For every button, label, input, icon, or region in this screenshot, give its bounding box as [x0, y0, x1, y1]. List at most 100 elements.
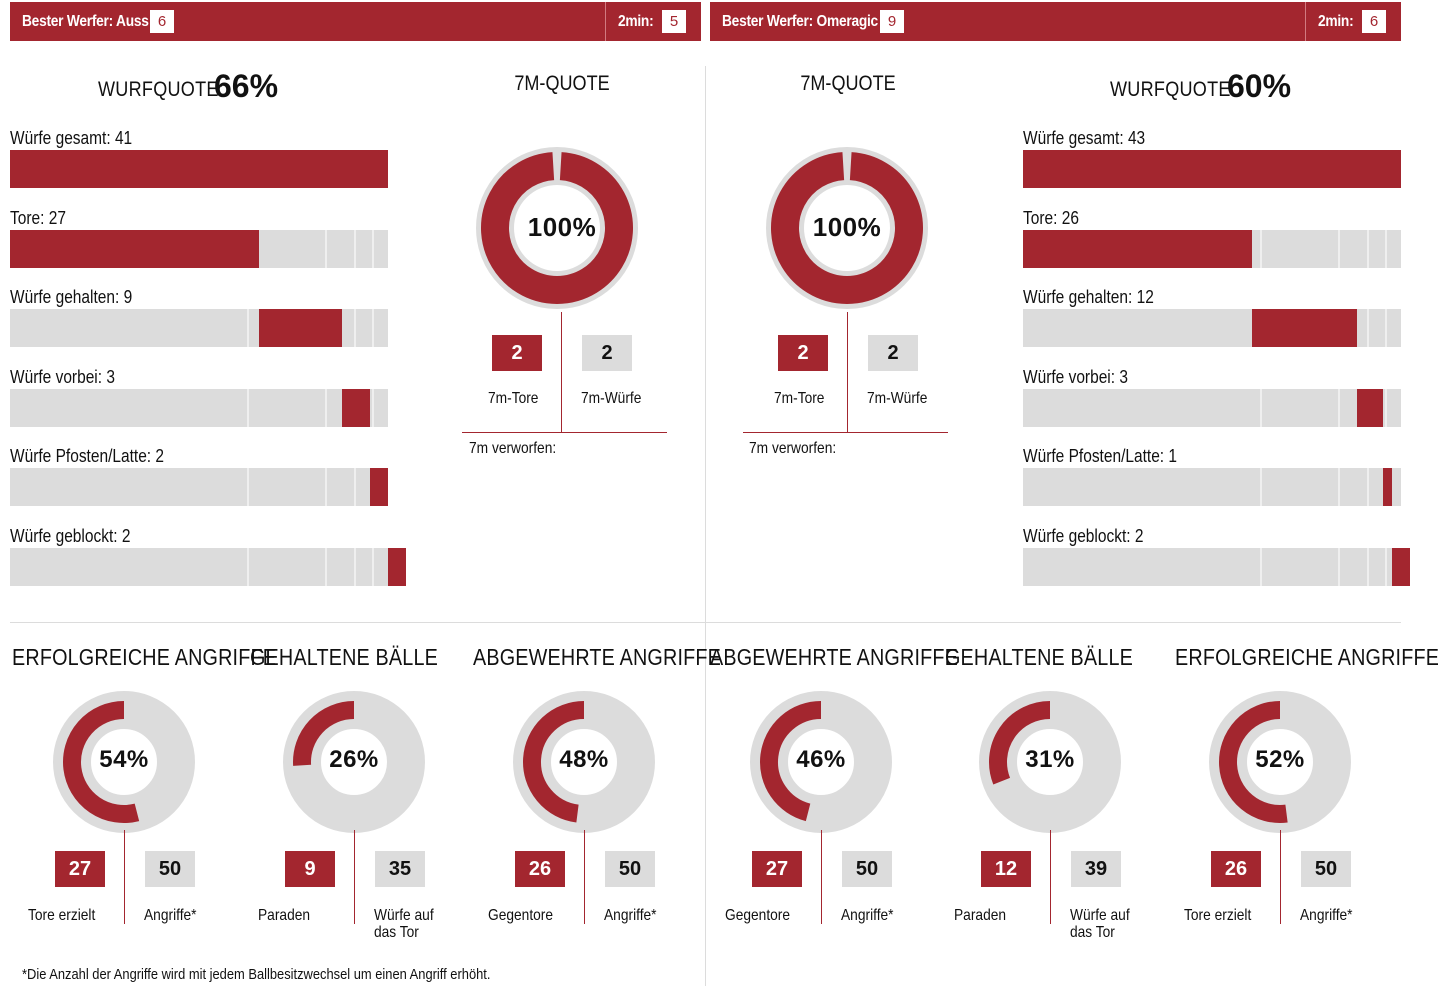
stat-label: Würfe geblockt: 2: [1023, 525, 1144, 546]
card-vline: [1280, 830, 1281, 924]
stat-bar-track: [1023, 388, 1401, 427]
stat-bar-gridline: [247, 388, 249, 427]
stat-bar-gridline: [372, 229, 375, 268]
sevenm-right-pct: 100%: [812, 212, 882, 242]
card-a-box: 26: [1211, 851, 1261, 887]
card-a-label: Paraden: [258, 907, 311, 924]
card-b-label: Angriffe*: [604, 907, 657, 924]
stat-bar-gridline: [325, 388, 328, 427]
stat-bar-fill: [388, 547, 407, 586]
stat-bar-gridline: [353, 229, 356, 268]
card-vline: [584, 830, 585, 924]
stat-bar-fill: [10, 229, 259, 268]
card-vline: [821, 830, 822, 924]
stat-label: Tore: 27: [10, 207, 66, 228]
stat-bar-fill: [369, 468, 388, 506]
stat-bar-track: [1023, 150, 1401, 188]
stat-bar-gridline: [325, 547, 328, 586]
card-donut: [513, 691, 655, 833]
top-bar-left: Bester Werfer: Auss 6 2min: 5: [10, 2, 701, 41]
sevenm-right-tore-label: 7m-Tore: [774, 390, 825, 407]
stat-bar-gridline: [353, 547, 356, 586]
stat-bar-gridline: [247, 547, 249, 586]
sevenm-left-pct: 100%: [527, 212, 597, 242]
card-a-label: Gegentore: [488, 907, 554, 924]
stat-bar-fill: [1392, 547, 1410, 586]
stat-bar-fill: [1383, 468, 1393, 506]
card-a-label: Tore erzielt: [1184, 907, 1252, 924]
stat-bar-track: [1023, 468, 1401, 506]
card-a-box: 26: [515, 851, 565, 887]
wurfquote-left-value: 66%: [214, 68, 279, 104]
sevenm-right-title: 7M-QUOTE: [800, 72, 896, 95]
card-b-label: Würfe auf das Tor: [1070, 907, 1130, 941]
card-b-box: 50: [605, 851, 655, 887]
stat-bar-gridline: [372, 388, 375, 427]
center-divider: [705, 66, 706, 986]
stat-bar-gridline: [372, 547, 375, 586]
stat-bar-gridline: [1366, 468, 1369, 506]
stat-label: Würfe vorbei: 3: [10, 366, 115, 387]
donut-fill-arc: [771, 152, 923, 304]
wurfquote-right-label: WURFQUOTE:: [1110, 78, 1236, 101]
sevenm-right-vline: [847, 312, 848, 432]
top-bar-right-separator: [1305, 2, 1306, 41]
stat-bar-track: [10, 229, 388, 268]
stat-bar-gridline: [1260, 229, 1262, 268]
sevenm-left-hline: [462, 432, 667, 433]
stat-bar-fill: [1023, 229, 1252, 268]
donut-fill-arc: [989, 701, 1051, 785]
stat-bar-fill: [341, 388, 370, 427]
stat-bar-track: [1023, 309, 1401, 347]
stat-label: Würfe Pfosten/Latte: 1: [1023, 446, 1178, 466]
donut-fill-arc: [63, 701, 140, 823]
stat-bar-gridline: [1338, 229, 1341, 268]
card-pct: 54%: [99, 746, 149, 773]
stat-bar-gridline: [247, 468, 249, 506]
card-b-box: 50: [145, 851, 195, 887]
twomin-right-value: 6: [1362, 10, 1386, 33]
card-pct: 52%: [1255, 746, 1305, 773]
stat-bar-gridline: [1260, 547, 1262, 586]
stat-bar-gridline: [1385, 229, 1388, 268]
stat-bar-gridline: [353, 309, 356, 347]
stat-bar-track: [1023, 229, 1401, 268]
stat-bar-fill: [258, 309, 342, 347]
stat-bar-gridline: [353, 468, 356, 506]
stats-right: Würfe gesamt: 43 Tore: 26 Würfe gehalten: …: [1023, 128, 1410, 598]
sevenm-left-wuerfe-label: 7m-Würfe: [581, 390, 642, 407]
card-b-box: 50: [1301, 851, 1351, 887]
card-a-label: Tore erzielt: [28, 907, 96, 924]
card-b-box: 50: [842, 851, 892, 887]
card-vline: [124, 830, 125, 924]
stat-label: Würfe gehalten: 9: [10, 287, 133, 307]
stat-bar-gridline: [1260, 468, 1262, 506]
card-pct: 48%: [559, 746, 609, 773]
stat-bar-gridline: [1385, 547, 1388, 586]
sevenm-left-tore-label: 7m-Tore: [488, 390, 539, 407]
stat-label: Würfe geblockt: 2: [10, 525, 131, 546]
donut-fill-arc: [481, 152, 633, 304]
stat-bar-gridline: [1385, 388, 1388, 427]
card-donut: [750, 691, 892, 833]
twomin-left-value: 5: [662, 10, 686, 33]
card-donut: [979, 691, 1121, 833]
stats-left: Würfe gesamt: 41 Tore: 27 Würfe gehalten: …: [10, 128, 407, 598]
stat-bar-gridline: [325, 468, 328, 506]
card-a-box: 27: [55, 851, 105, 887]
sevenm-left-donut: [476, 147, 638, 309]
card-title: GEHALTENE BÄLLE: [945, 644, 1134, 670]
stat-bar-gridline: [1385, 309, 1388, 347]
stat-bar-gridline: [1338, 468, 1341, 506]
stat-bar-gridline: [1260, 388, 1262, 427]
donut-fill-arc: [293, 701, 355, 766]
best-thrower-right-label: Bester Werfer: Omeragic: [722, 13, 878, 30]
top-bar-left-separator: [605, 2, 606, 41]
stat-label: Würfe vorbei: 3: [1023, 366, 1128, 387]
twomin-left-label: 2min:: [618, 13, 654, 30]
stat-bar-fill: [1357, 388, 1384, 427]
sevenm-left-title: 7M-QUOTE: [514, 72, 610, 95]
stat-label: Würfe gesamt: 43: [1023, 128, 1146, 148]
card-title: ERFOLGREICHE ANGRIFFE: [1175, 644, 1438, 670]
stat-bar-track: [1023, 547, 1410, 586]
